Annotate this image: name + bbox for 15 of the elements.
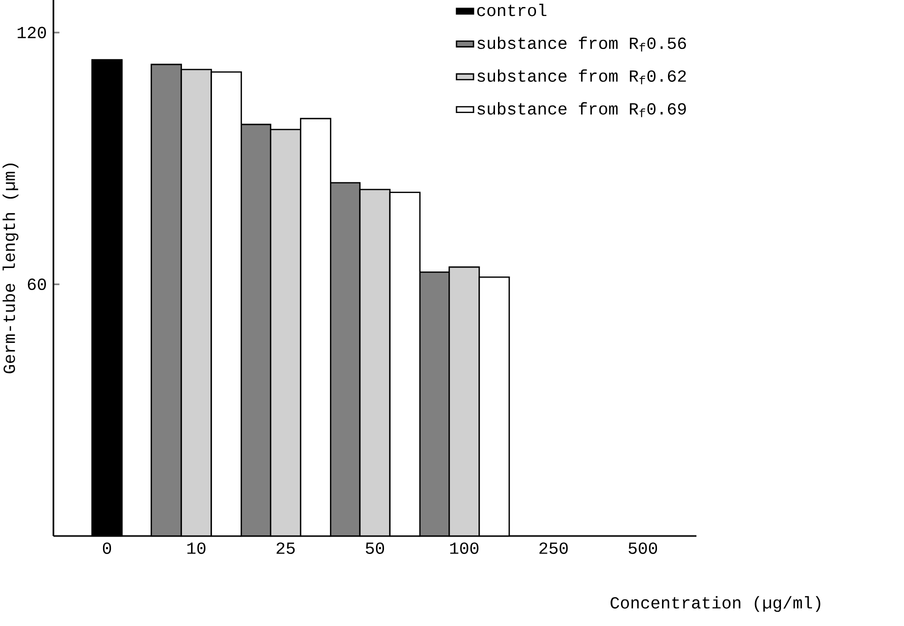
legend-label: substance from R$_{f}$0.69 <box>478 102 686 118</box>
y-tick-label: 120 <box>18 26 46 38</box>
x-tick-label: 50 <box>366 542 384 554</box>
legend-label: control <box>477 4 546 16</box>
x-tick-label: 10 <box>187 542 206 554</box>
x-tick-label: 100 <box>450 542 478 554</box>
x-tick-label: 500 <box>628 542 658 554</box>
legend-label: substance from R$_{f}$0.62 <box>478 69 686 84</box>
x-tick-label: 0 <box>102 542 112 554</box>
y-tick-label: 60 <box>28 278 46 290</box>
x-axis-title: Concentration (µg/ml) <box>610 596 820 612</box>
legend-label: substance from R$_{f}$0.56 <box>478 36 686 52</box>
y-axis-title: Germ-tube length (µm) <box>2 164 18 374</box>
x-tick-label: 250 <box>539 542 568 554</box>
x-tick-label: 25 <box>276 542 295 554</box>
